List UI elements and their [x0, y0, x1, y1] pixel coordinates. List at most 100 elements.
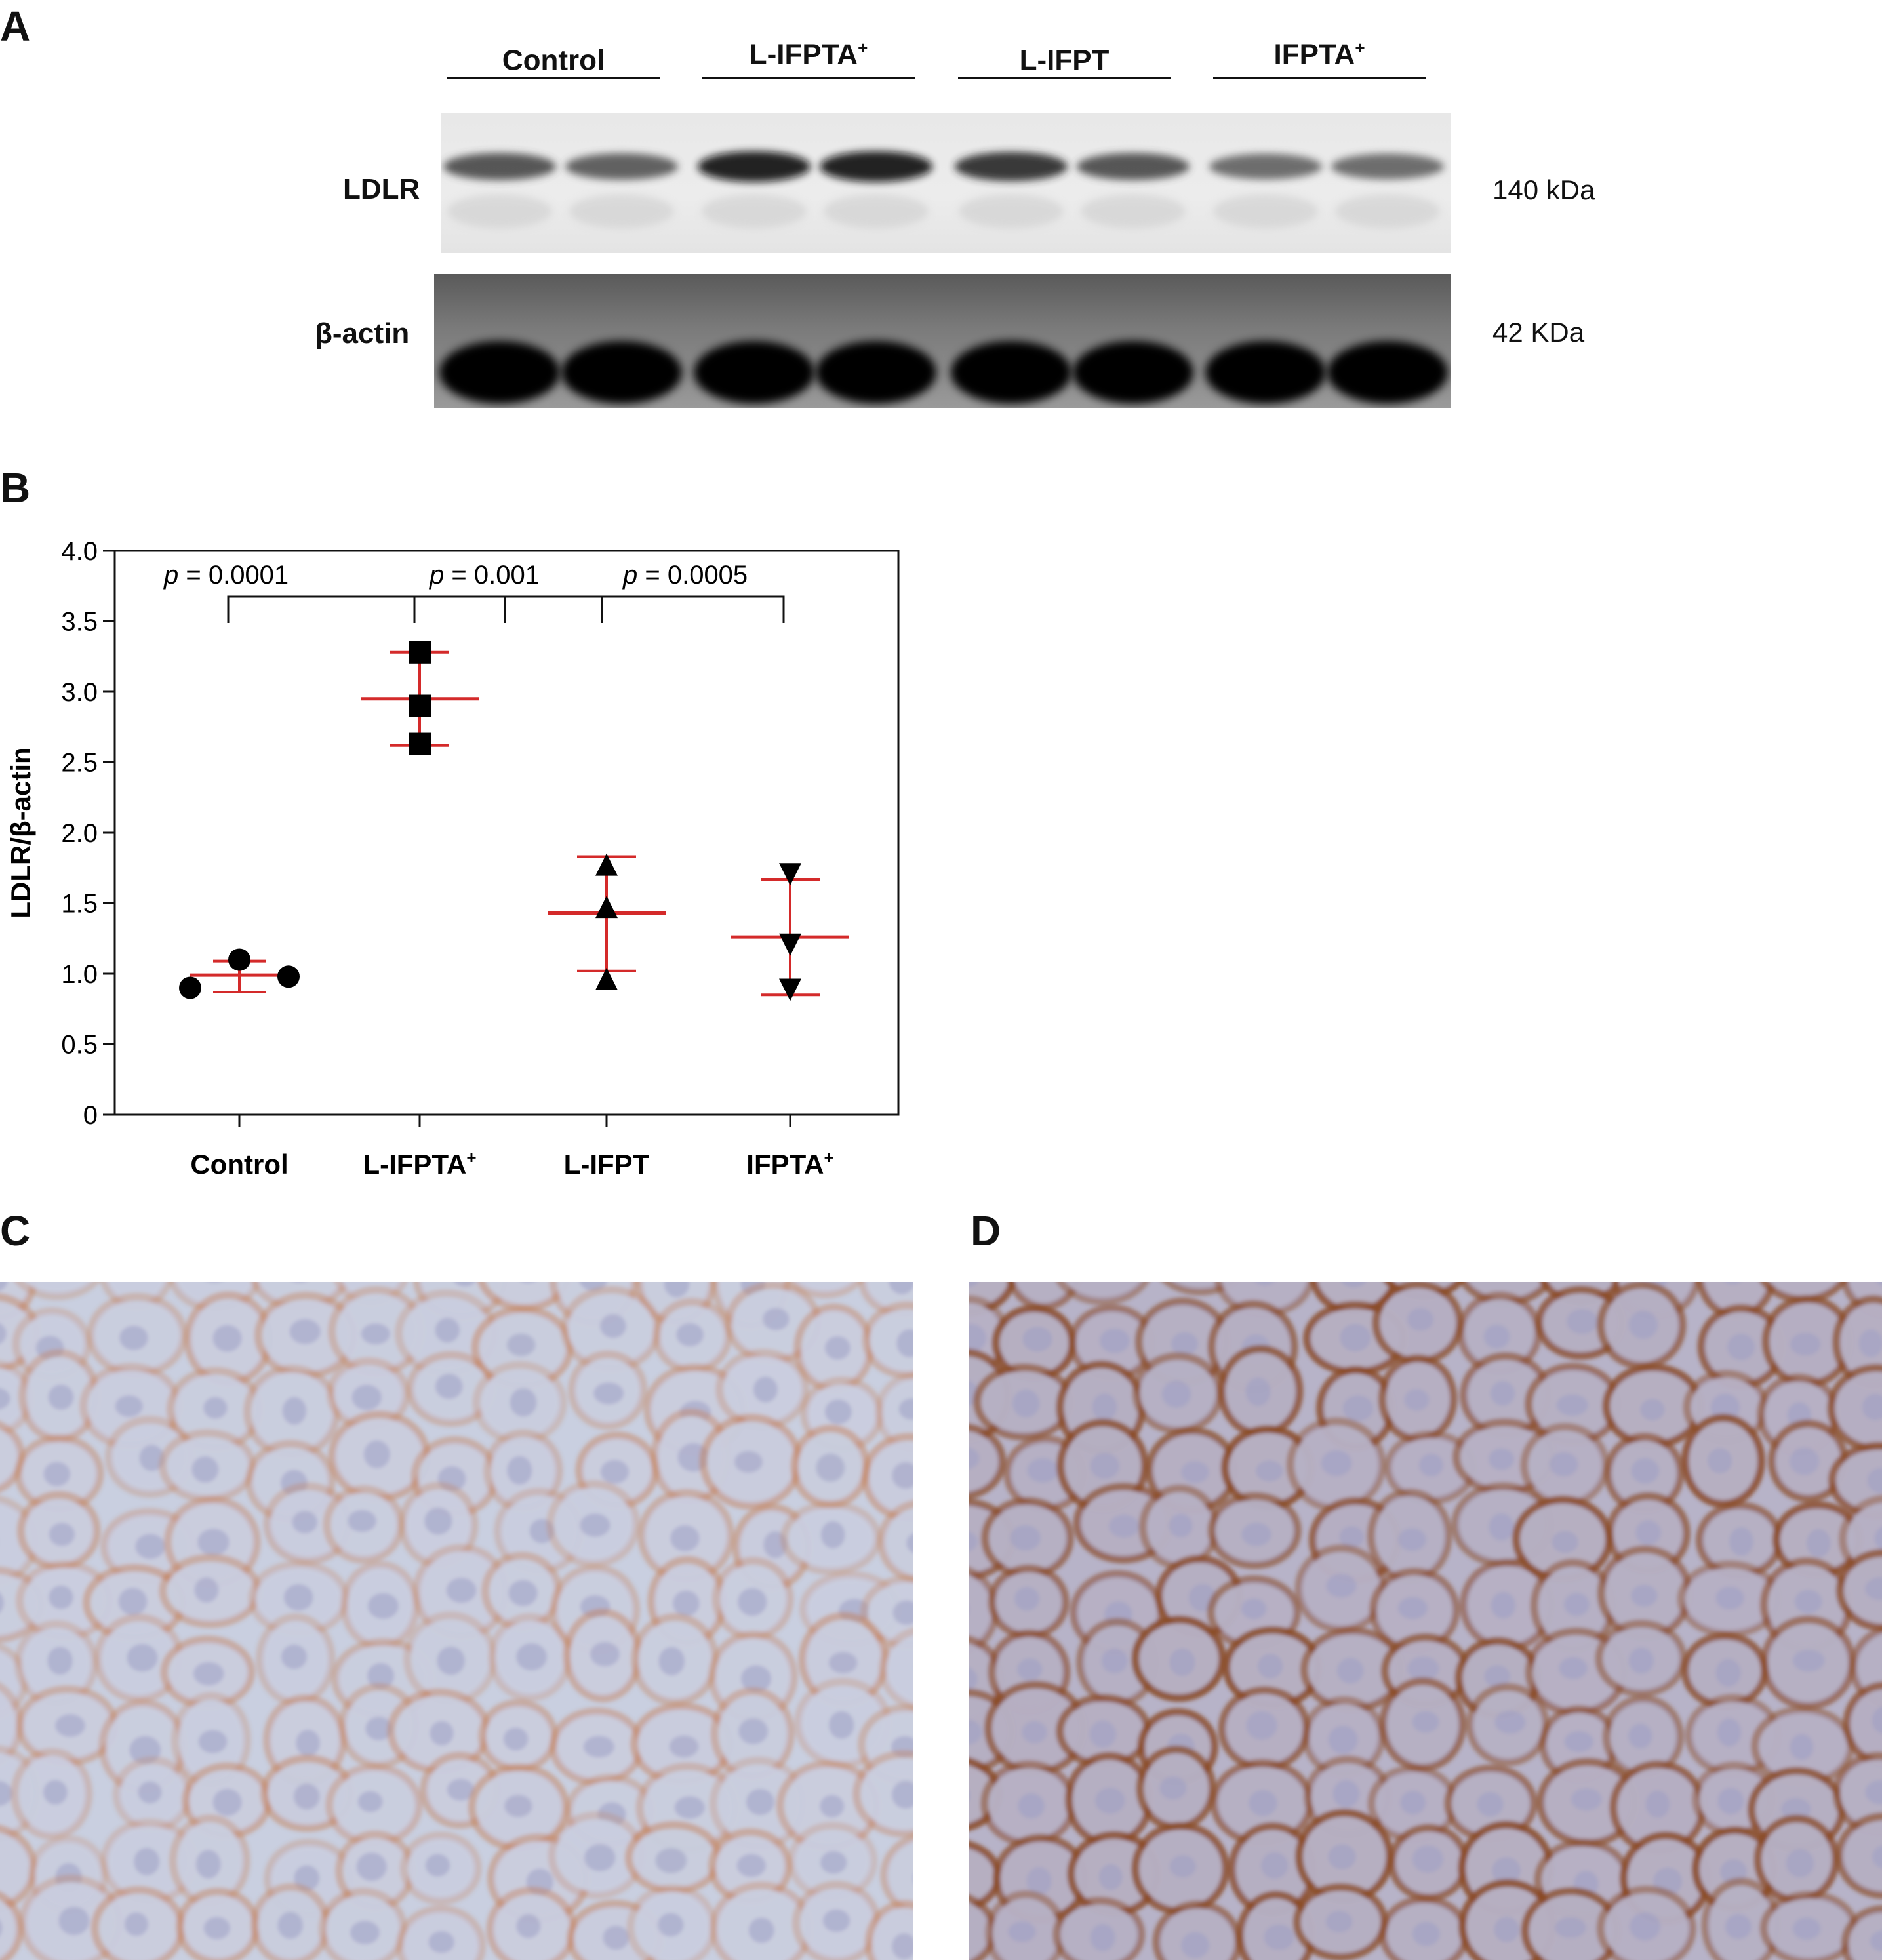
nucleus [1012, 1390, 1040, 1418]
nucleus [367, 1593, 399, 1619]
data-point-square [409, 694, 431, 717]
nucleus [0, 1388, 10, 1410]
nucleus [1321, 1450, 1352, 1477]
blot-size-actin: 42 KDa [1492, 317, 1585, 348]
hepatocyte [1835, 1371, 1882, 1445]
actin-blot-svg [439, 341, 1448, 404]
ldlr-band [1331, 153, 1444, 180]
nucleus [969, 1532, 978, 1551]
nucleus [1169, 1648, 1195, 1677]
nucleus [292, 1511, 318, 1534]
ldlr-blot-image [441, 113, 1451, 253]
nucleus [1494, 1917, 1519, 1942]
nucleus [193, 1662, 224, 1686]
hepatocyte [1015, 1282, 1073, 1303]
nucleus [1109, 1515, 1140, 1538]
nucleus [740, 1665, 772, 1692]
nucleus [1022, 1721, 1047, 1744]
nucleus [669, 1735, 699, 1758]
nucleus [1332, 1780, 1360, 1808]
nucleus [1492, 1857, 1521, 1885]
hepatocyte [969, 1575, 991, 1647]
nucleus [1792, 1917, 1821, 1940]
nucleus [350, 1921, 380, 1944]
hepatocyte [1843, 1557, 1882, 1624]
nucleus [516, 1914, 541, 1938]
x-category-label: L-IFPTA+ [363, 1148, 476, 1180]
y-axis-label: LDLR/β-actin [5, 747, 36, 918]
nucleus [1099, 1328, 1130, 1353]
nucleus [277, 1911, 303, 1939]
nucleus [1725, 1282, 1740, 1285]
y-tick-label: 0.5 [61, 1031, 98, 1060]
nucleus [593, 1382, 624, 1405]
nucleus [584, 1844, 616, 1871]
actin-band [439, 341, 560, 404]
tissue-cells [969, 1282, 1882, 1960]
nucleus [1872, 1706, 1882, 1734]
ldlr-band [443, 153, 556, 180]
nucleus [134, 1847, 160, 1876]
nucleus [195, 1850, 221, 1879]
nucleus [898, 1398, 913, 1420]
p-symbol: p [429, 561, 451, 590]
nucleus [507, 1333, 536, 1357]
blot-group-label: L-IFPT [1019, 44, 1110, 77]
nucleus [43, 1462, 71, 1487]
y-tick-label: 2.5 [61, 749, 98, 778]
nucleus [736, 1854, 766, 1877]
panel-label-d: D [971, 1207, 1001, 1254]
nucleus [49, 1585, 73, 1609]
data-point-triangle-down [779, 933, 801, 956]
x-category-sup: + [824, 1148, 834, 1167]
nucleus [503, 1727, 529, 1751]
nucleus [583, 1736, 614, 1758]
nucleus [1571, 1788, 1602, 1810]
nucleus [1870, 1930, 1882, 1952]
nucleus [763, 1308, 790, 1330]
nucleus [892, 1933, 913, 1960]
blot-group-l-ifpta: L-IFPTA+ [702, 38, 915, 79]
blot-group-label: IFPTA [1273, 38, 1355, 71]
hepatocyte [1840, 1759, 1882, 1828]
nucleus [1026, 1867, 1052, 1895]
y-tick-label: 2.0 [61, 819, 98, 848]
nucleus [1790, 1734, 1814, 1761]
nucleus [127, 1643, 158, 1672]
nucleus [1412, 1711, 1439, 1732]
nucleus [49, 1523, 75, 1546]
nucleus [1566, 1309, 1598, 1334]
nucleus [1628, 1647, 1654, 1674]
nucleus [906, 1533, 913, 1553]
nucleus [1328, 1725, 1358, 1755]
nucleus [0, 1780, 13, 1806]
p-value-label: p = 0.001 [429, 561, 540, 590]
nucleus [1549, 1452, 1578, 1477]
nucleus [590, 1642, 620, 1667]
nucleus [1241, 1598, 1267, 1620]
hepatocyte [888, 1841, 913, 1909]
actin-band [694, 341, 814, 404]
ldlr-band-faint [824, 194, 929, 228]
nucleus [1552, 1530, 1578, 1553]
nucleus [1008, 1921, 1037, 1943]
nucleus [1494, 1710, 1526, 1734]
nucleus [1092, 1393, 1117, 1421]
nucleus [1491, 1381, 1515, 1406]
nucleus [1858, 1329, 1882, 1357]
nucleus [1489, 1513, 1514, 1541]
nucleus [670, 1525, 700, 1551]
nucleus [0, 1593, 4, 1613]
nucleus [1557, 1394, 1588, 1416]
p-value: = 0.0001 [186, 561, 289, 590]
ldlr-band [1077, 153, 1190, 180]
nucleus [43, 1780, 68, 1805]
blot-group-sup: + [1355, 38, 1365, 58]
nucleus [0, 1323, 7, 1344]
nucleus [212, 1788, 242, 1816]
nucleus [1089, 1721, 1116, 1748]
blot-group-line [447, 77, 660, 79]
nucleus [658, 1647, 685, 1676]
ldlr-band-faint [569, 194, 674, 228]
nucleus [1161, 1380, 1191, 1408]
